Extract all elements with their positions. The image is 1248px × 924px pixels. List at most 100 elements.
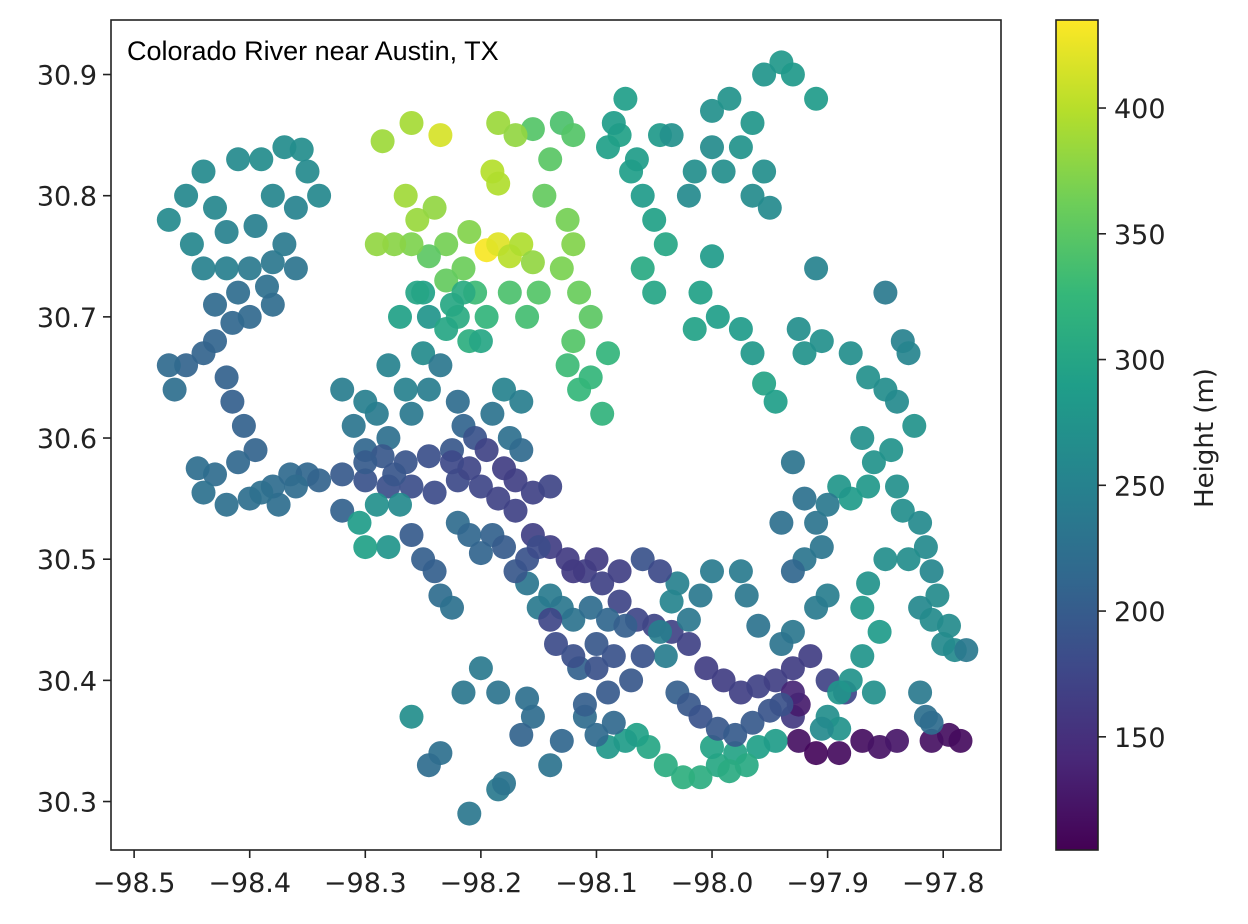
data-point (740, 710, 765, 735)
data-point (752, 371, 777, 396)
chart-annotation: Colorado River near Austin, TX (127, 36, 499, 66)
data-point (434, 268, 459, 293)
data-point (578, 595, 603, 620)
data-point (630, 256, 655, 281)
data-point (203, 195, 227, 220)
data-point (763, 668, 788, 693)
x-tick-label: −98.1 (555, 868, 638, 899)
data-point (700, 135, 724, 160)
data-point (347, 510, 372, 535)
colorbar-label: Height (m) (1190, 368, 1220, 508)
colorbar-tick-label: 200 (1114, 597, 1166, 628)
data-point (619, 668, 644, 693)
data-point (503, 498, 528, 523)
data-point (676, 183, 701, 208)
data-point (237, 256, 262, 281)
data-point (231, 413, 256, 438)
data-point (705, 304, 730, 329)
data-point (596, 680, 620, 705)
data-point (717, 86, 742, 111)
data-point (908, 680, 933, 705)
data-point (492, 456, 516, 481)
plot-frame (110, 19, 1002, 851)
data-point (584, 632, 609, 656)
data-point (648, 619, 672, 644)
data-point (388, 492, 412, 517)
data-point (700, 559, 724, 584)
data-point (792, 486, 817, 511)
data-points (156, 50, 979, 826)
data-point (804, 510, 829, 535)
data-point (885, 728, 909, 753)
data-point (243, 214, 268, 238)
data-point (780, 62, 805, 87)
data-point (220, 389, 245, 414)
y-tick-label: 30.5 (37, 545, 97, 576)
data-point (243, 438, 268, 463)
data-point (804, 741, 829, 766)
data-point (873, 547, 898, 572)
data-point (763, 728, 788, 753)
data-point (474, 438, 499, 463)
data-point (260, 292, 285, 317)
x-axis: −98.5 −98.4 −98.3 −98.2 −98.1 −98.0 −97.9 −97.8 (93, 850, 985, 899)
data-point (850, 644, 875, 669)
data-point (422, 195, 447, 220)
data-point (815, 492, 840, 517)
data-point (382, 462, 407, 487)
data-point (468, 329, 493, 354)
data-point (226, 450, 251, 475)
data-point (827, 680, 852, 705)
data-point (226, 147, 251, 172)
data-point (393, 377, 418, 402)
data-point (174, 183, 199, 208)
data-point (416, 753, 441, 778)
data-point (896, 547, 921, 572)
data-point (584, 547, 609, 572)
data-point (538, 147, 563, 172)
data-point (804, 595, 829, 620)
data-point (307, 468, 332, 493)
y-tick-label: 30.3 (37, 788, 97, 819)
data-point (416, 244, 441, 269)
data-point (428, 123, 453, 148)
data-point (440, 292, 464, 317)
data-point (653, 753, 678, 778)
data-point (399, 111, 424, 135)
data-point (509, 438, 534, 463)
data-point (520, 704, 545, 729)
data-point (422, 480, 447, 505)
data-point (584, 656, 609, 681)
data-point (561, 559, 586, 584)
data-point (838, 341, 863, 366)
data-point (214, 256, 239, 281)
data-point (260, 250, 285, 275)
data-point (630, 183, 655, 208)
data-point (191, 341, 216, 366)
data-point (203, 292, 227, 317)
data-point (850, 426, 875, 450)
data-point (226, 280, 251, 305)
data-point (607, 589, 632, 614)
data-point (214, 365, 239, 390)
data-point (867, 619, 892, 644)
data-point (283, 195, 308, 220)
data-point (624, 147, 649, 172)
data-point (688, 583, 713, 608)
data-point (353, 450, 378, 475)
data-point (578, 304, 603, 329)
data-point (717, 759, 742, 784)
data-point (434, 232, 459, 257)
x-tick-label: −98.4 (208, 868, 291, 899)
data-point (804, 86, 829, 111)
data-point (486, 486, 511, 511)
data-point (856, 365, 881, 390)
data-point (590, 401, 615, 426)
data-point (827, 474, 852, 499)
data-point (376, 426, 401, 450)
data-point (671, 765, 696, 790)
data-point (861, 680, 886, 705)
data-point (763, 389, 788, 414)
data-point (503, 123, 528, 148)
